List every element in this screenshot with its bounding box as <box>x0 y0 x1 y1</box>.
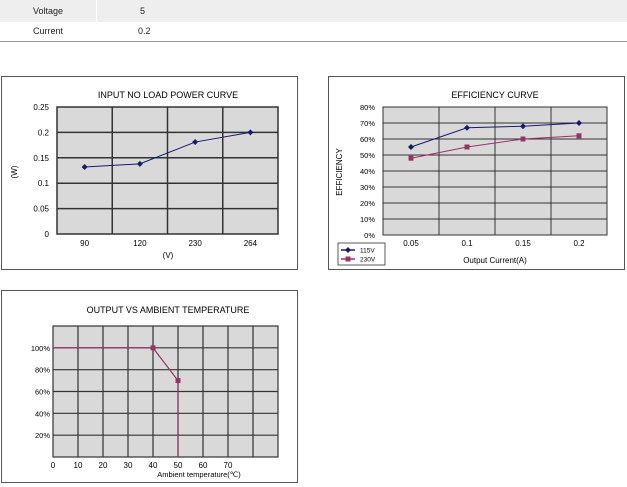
series-line <box>410 122 580 148</box>
y-tick-label: 20% <box>360 199 375 208</box>
spec-label: Voltage <box>33 6 64 16</box>
series-line <box>410 135 580 159</box>
data-point <box>81 163 88 170</box>
chart-title: OUTPUT VS AMBIENT TEMPERATURE <box>87 305 250 315</box>
x-tick-label: 10 <box>74 461 83 470</box>
data-point <box>150 345 156 351</box>
data-point <box>464 144 470 150</box>
y-axis-label: (W) <box>10 165 19 178</box>
y-tick-label: 0.15 <box>33 154 49 163</box>
y-tick-label: 40% <box>35 409 50 418</box>
input-no-load-chart: INPUT NO LOAD POWER CURVE 0.25 0.2 0.15 0.1 0… <box>10 90 279 260</box>
y-tick-label: 10% <box>360 215 375 224</box>
x-tick-label: 264 <box>244 239 258 248</box>
y-tick-label: 70% <box>360 119 375 128</box>
y-tick-label: 60% <box>360 135 375 144</box>
x-axis-label: Output Current(A) <box>463 256 527 265</box>
x-tick-label: 0.15 <box>515 239 531 248</box>
data-point <box>520 136 526 142</box>
x-tick-label: 20 <box>99 461 108 470</box>
legend-label: 115V <box>360 248 375 255</box>
x-axis-label: (V) <box>163 251 174 260</box>
x-tick-label: 0 <box>51 461 56 470</box>
x-tick-label: 40 <box>149 461 158 470</box>
data-point <box>192 139 199 146</box>
efficiency-chart: EFFICIENCY CURVE 80% 70% 60% 50% 40% 30% 20% 10%… <box>335 90 608 266</box>
y-tick-label: 20% <box>35 431 50 440</box>
legend-marker <box>345 247 351 253</box>
x-tick-label: 0.2 <box>573 239 585 248</box>
data-point <box>576 133 582 139</box>
y-tick-label: 100% <box>31 344 51 353</box>
y-tick-label: 0 <box>45 230 50 239</box>
spec-row-current: Current 0.2 <box>0 22 627 42</box>
x-tick-label: 30 <box>124 461 133 470</box>
spec-row-voltage: Voltage 5 <box>0 0 627 22</box>
data-point <box>175 378 181 384</box>
data-point <box>408 155 414 161</box>
derating-chart: OUTPUT VS AMBIENT TEMPERATURE 100% 80% 60% 4… <box>31 305 279 479</box>
spec-value: 5 <box>140 6 146 16</box>
spec-divider <box>96 0 97 22</box>
chart-title: EFFICIENCY CURVE <box>451 90 538 100</box>
x-tick-label: 120 <box>133 239 147 248</box>
input-no-load-chart-panel: INPUT NO LOAD POWER CURVE 0.25 0.2 0.15 0.1 0… <box>1 76 298 270</box>
efficiency-chart-panel: EFFICIENCY CURVE 80% 70% 60% 50% 40% 30% 20% 10%… <box>328 76 625 270</box>
y-tick-label: 30% <box>360 183 375 192</box>
derating-chart-panel: OUTPUT VS AMBIENT TEMPERATURE 100% 80% 60% 4… <box>1 290 298 483</box>
spec-value: 0.2 <box>138 26 151 36</box>
x-axis-label: Ambient temperature(℃) <box>157 470 241 479</box>
data-point <box>247 129 254 136</box>
x-tick-label: 230 <box>188 239 202 248</box>
y-tick-label: 80% <box>360 103 375 112</box>
x-tick-label: 0.05 <box>403 239 419 248</box>
y-tick-label: 0% <box>364 231 375 240</box>
data-point <box>136 160 143 167</box>
y-tick-label: 60% <box>35 388 50 397</box>
series-line <box>84 131 251 168</box>
y-tick-label: 40% <box>360 167 375 176</box>
y-tick-label: 0.05 <box>33 205 49 214</box>
x-tick-label: 70 <box>224 461 233 470</box>
y-tick-label: 80% <box>35 366 50 375</box>
x-tick-label: 60 <box>199 461 208 470</box>
y-tick-label: 0.1 <box>38 179 50 188</box>
y-axis-label: EFFICIENCY <box>335 148 344 196</box>
y-tick-label: 0.25 <box>33 103 49 112</box>
data-point <box>520 123 526 130</box>
y-tick-label: 0.2 <box>38 128 50 137</box>
x-tick-label: 0.1 <box>461 239 473 248</box>
legend-label: 230V <box>360 257 376 264</box>
legend-marker <box>345 256 351 262</box>
data-point <box>408 144 414 150</box>
chart-title: INPUT NO LOAD POWER CURVE <box>98 90 238 100</box>
data-point <box>576 120 582 126</box>
x-tick-label: 90 <box>80 239 89 248</box>
x-tick-label: 50 <box>174 461 183 470</box>
y-tick-label: 50% <box>360 151 375 160</box>
spec-label: Current <box>33 26 64 36</box>
data-point <box>464 124 470 131</box>
